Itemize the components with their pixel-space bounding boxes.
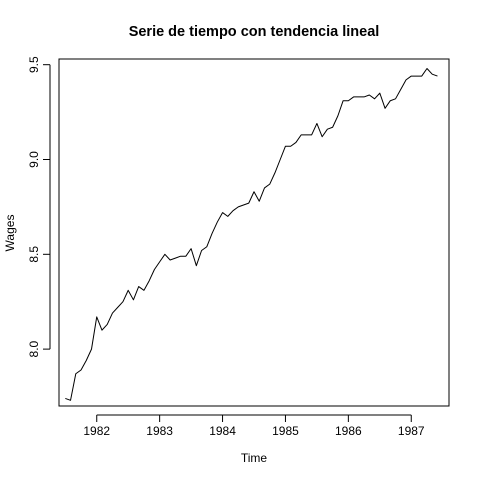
x-tick-label: 1987 xyxy=(398,424,425,438)
y-axis-label: Wages xyxy=(3,215,17,252)
x-axis-label: Time xyxy=(241,451,268,465)
series-line-wages xyxy=(65,67,438,401)
x-tick-label: 1986 xyxy=(335,424,362,438)
y-tick-label: 9.0 xyxy=(27,151,41,168)
series-layer xyxy=(65,67,438,401)
chart-title: Serie de tiempo con tendencia lineal xyxy=(129,24,380,40)
y-tick-label: 9.5 xyxy=(27,56,41,73)
x-axis: 1982 1983 1984 1985 1986 1987 xyxy=(83,414,425,438)
y-axis: 8.0 8.5 9.0 9.5 xyxy=(27,56,51,357)
y-tick-label: 8.0 xyxy=(27,340,41,357)
x-tick-label: 1984 xyxy=(209,424,236,438)
x-tick-label: 1985 xyxy=(272,424,299,438)
x-tick-label: 1983 xyxy=(146,424,173,438)
y-tick-label: 8.5 xyxy=(27,246,41,263)
x-tick-label: 1982 xyxy=(83,424,110,438)
plot-frame xyxy=(58,58,450,407)
